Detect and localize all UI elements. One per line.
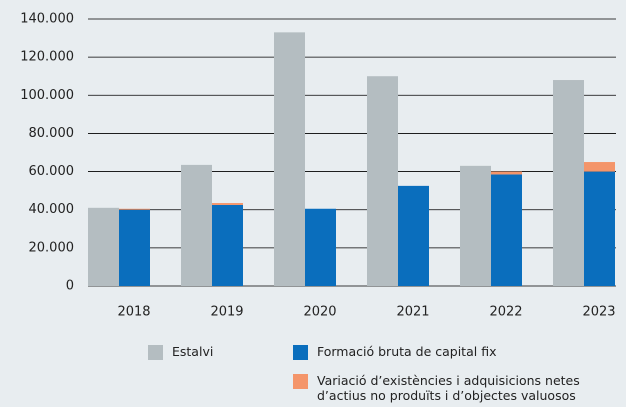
legend-swatch [293, 374, 308, 389]
y-tick-label: 60.000 [29, 164, 75, 179]
bar [212, 204, 243, 286]
legend-swatch [148, 345, 163, 360]
legend-label: Estalvi [172, 344, 214, 359]
y-tick-label: 100.000 [20, 88, 74, 103]
bar [398, 185, 429, 286]
y-tick-label: 80.000 [29, 126, 75, 141]
legend-label: Variació d’existències i adquisicions ne… [317, 373, 580, 403]
bar [274, 32, 305, 286]
legend-swatch [293, 345, 308, 360]
y-tick-label: 140.000 [20, 12, 74, 27]
legend-label: Formació bruta de capital fix [317, 344, 497, 359]
bar [584, 162, 615, 172]
y-tick-label: 0 [66, 279, 74, 294]
bar [119, 208, 150, 210]
x-tick-label: 2021 [396, 305, 429, 320]
bar [460, 165, 491, 286]
bar [491, 174, 522, 286]
x-tick-label: 2018 [117, 305, 150, 320]
bar [212, 203, 243, 205]
bar [181, 164, 212, 286]
bar [88, 207, 119, 286]
y-tick-label: 20.000 [29, 240, 75, 255]
y-tick-label: 40.000 [29, 202, 75, 217]
x-tick-label: 2022 [489, 305, 522, 320]
y-tick-label: 120.000 [20, 50, 74, 65]
bar [119, 209, 150, 286]
bar [367, 76, 398, 286]
bar [584, 171, 615, 286]
bar [491, 171, 522, 175]
x-tick-label: 2023 [582, 305, 615, 320]
x-tick-label: 2020 [303, 305, 336, 320]
bar [553, 80, 584, 287]
bar [305, 208, 336, 286]
x-tick-label: 2019 [210, 305, 243, 320]
